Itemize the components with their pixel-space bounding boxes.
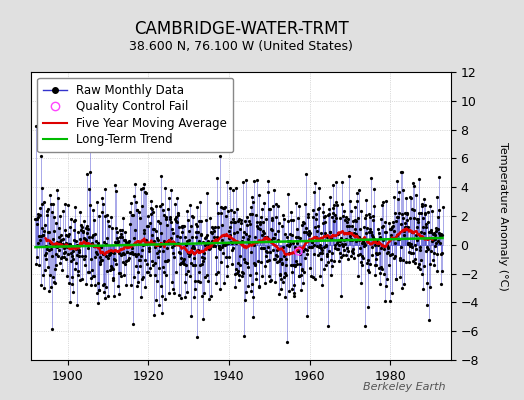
Text: CAMBRIDGE-WATER-TRMT: CAMBRIDGE-WATER-TRMT (134, 20, 348, 38)
Y-axis label: Temperature Anomaly (°C): Temperature Anomaly (°C) (498, 142, 508, 290)
Text: Berkeley Earth: Berkeley Earth (363, 382, 445, 392)
Legend: Raw Monthly Data, Quality Control Fail, Five Year Moving Average, Long-Term Tren: Raw Monthly Data, Quality Control Fail, … (37, 78, 233, 152)
Text: 38.600 N, 76.100 W (United States): 38.600 N, 76.100 W (United States) (129, 40, 353, 53)
